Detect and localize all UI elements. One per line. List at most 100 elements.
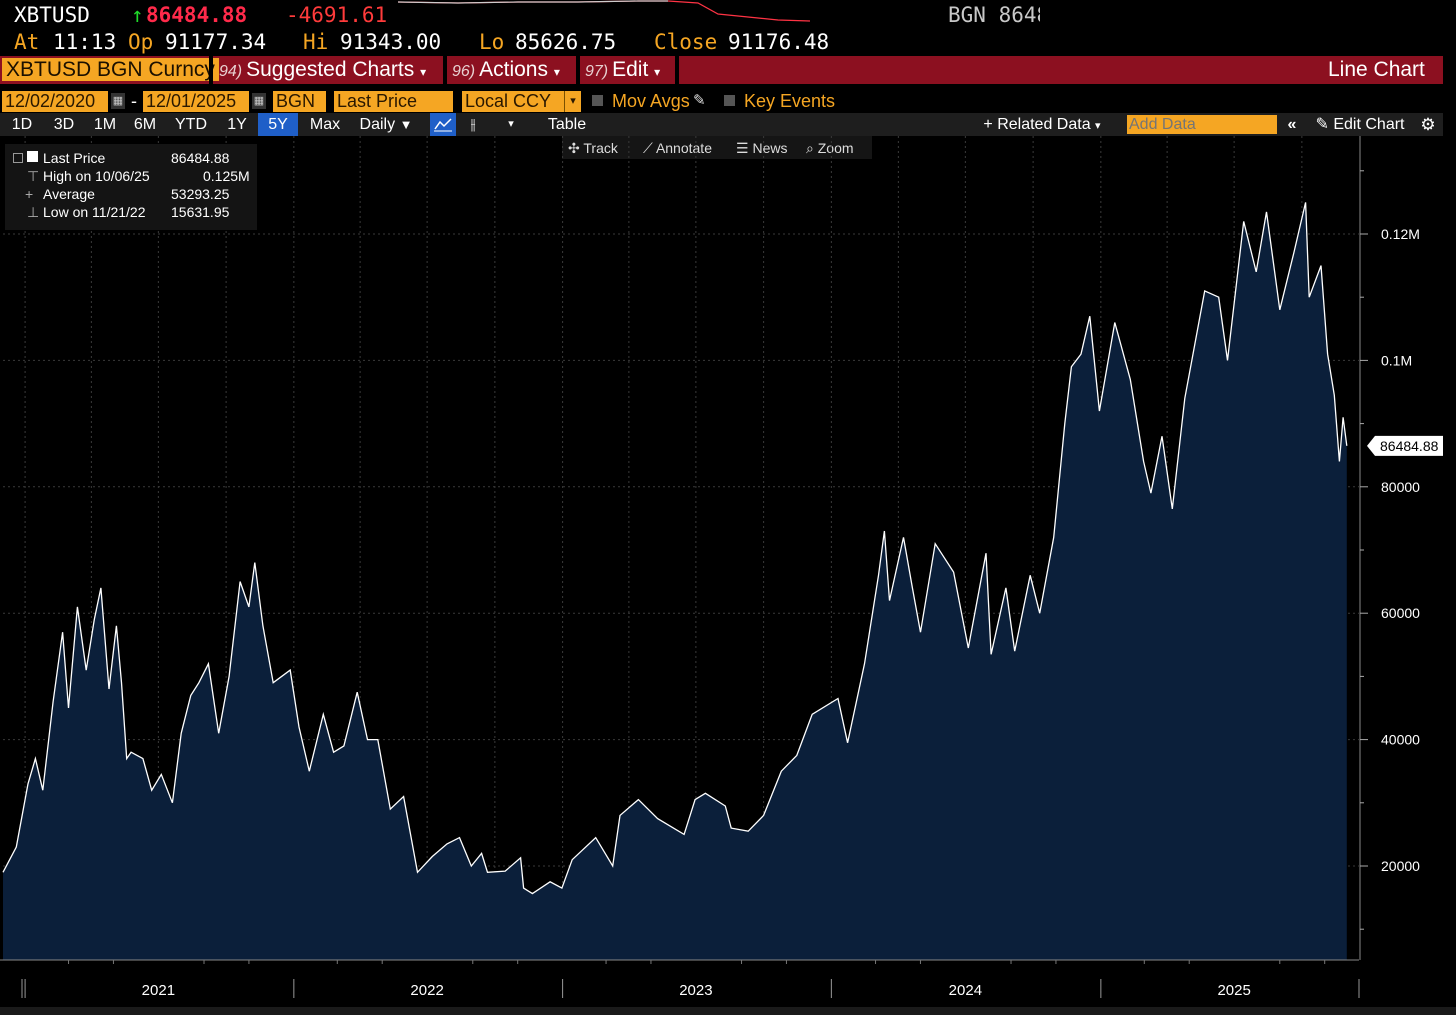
high-marker-icon: ⊤ bbox=[27, 168, 40, 184]
price-area-fill bbox=[3, 202, 1347, 960]
actions-menu[interactable]: 96) Actions ▾ bbox=[452, 56, 560, 84]
calendar-icon[interactable]: ▦ bbox=[111, 93, 125, 109]
menu-divider bbox=[443, 56, 447, 84]
x-tick-label: 2023 bbox=[679, 982, 712, 999]
dropdown-caret-icon: ▾ bbox=[553, 65, 560, 79]
last-price: 86484.88 bbox=[146, 3, 248, 27]
y-tick-label: 40000 bbox=[1381, 732, 1420, 748]
y-tick-label: 60000 bbox=[1381, 605, 1420, 621]
menu-divider bbox=[675, 56, 679, 84]
y-tick-label: 20000 bbox=[1381, 858, 1420, 874]
period-tab-max[interactable]: Max bbox=[309, 116, 341, 133]
menu-divider bbox=[209, 56, 213, 84]
table-button[interactable]: Table bbox=[547, 116, 587, 133]
edit-chart-label: Edit Chart bbox=[1333, 116, 1405, 133]
frequency-selector[interactable]: Daily ▼ bbox=[350, 113, 422, 136]
legend-low-value: 15631.95 bbox=[171, 204, 230, 220]
pencil-icon[interactable]: ✎ bbox=[693, 92, 706, 109]
period-tab-3d[interactable]: 3D bbox=[53, 116, 75, 133]
y-tick-label: 80000 bbox=[1381, 479, 1420, 495]
high-value: 91343.00 bbox=[340, 30, 442, 54]
menu-label: Suggested Charts bbox=[246, 58, 415, 81]
legend-low-label: Low on 11/21/22 bbox=[43, 204, 146, 220]
x-tick-label: 2021 bbox=[142, 982, 175, 999]
crosshair-icon: ✣ bbox=[568, 140, 580, 156]
key-events-checkbox[interactable] bbox=[724, 95, 735, 106]
x-axis: 2021 2022 2023 2024 2025 bbox=[0, 959, 1360, 999]
price-chart[interactable]: 20000 40000 60000 80000 0.1M 0.12M 2021 2022 20… bbox=[0, 136, 1456, 1015]
frequency-label: Daily bbox=[359, 116, 396, 133]
dropdown-caret-icon: ▾ bbox=[1095, 120, 1101, 132]
security-field[interactable]: XBTUSD BGN Curncy bbox=[2, 56, 219, 84]
calendar-icon[interactable]: ▦ bbox=[252, 93, 266, 109]
news-tool[interactable]: ☰ News bbox=[736, 138, 787, 158]
x-tick-label: 2024 bbox=[949, 982, 982, 999]
series-swatch bbox=[27, 151, 38, 162]
menu-number: 94) bbox=[219, 63, 243, 80]
suggested-charts-menu[interactable]: 94) Suggested Charts ▾ bbox=[219, 56, 426, 84]
date-range-dash: - bbox=[131, 91, 137, 111]
period-tab-1d[interactable]: 1D bbox=[11, 116, 33, 133]
open-label: Op bbox=[128, 30, 154, 54]
zoom-tool[interactable]: ⌕ Zoom bbox=[806, 138, 854, 158]
candlestick-icon[interactable]: ⫲ bbox=[470, 116, 476, 133]
menu-number: 96) bbox=[452, 63, 476, 80]
chart-tools-bar bbox=[562, 136, 872, 159]
collapse-toggle-icon[interactable] bbox=[13, 153, 23, 163]
period-tab-1y[interactable]: 1Y bbox=[227, 116, 247, 133]
dropdown-caret-icon[interactable]: ▾ bbox=[564, 91, 581, 112]
pencil-icon: ✎ bbox=[1315, 116, 1329, 133]
mov-avgs-label: Mov Avgs bbox=[612, 91, 690, 111]
x-tick-label: 2022 bbox=[410, 982, 443, 999]
menu-divider bbox=[576, 56, 580, 84]
dropdown-caret-icon: ▼ bbox=[399, 117, 413, 132]
related-data-button[interactable]: + Related Data ▾ bbox=[972, 113, 1112, 136]
ticker-symbol: XBTUSD bbox=[14, 3, 90, 27]
pricing-source-field[interactable]: BGN bbox=[273, 91, 326, 112]
edit-chart-button[interactable]: ✎ Edit Chart bbox=[1310, 113, 1410, 136]
last-price-tag-label: 86484.88 bbox=[1380, 438, 1439, 454]
edit-menu[interactable]: 97) Edit ▾ bbox=[585, 56, 660, 84]
period-tab-5y[interactable]: 5Y bbox=[258, 113, 298, 136]
mov-avgs-checkbox[interactable] bbox=[592, 95, 603, 106]
period-tab-6m[interactable]: 6M bbox=[133, 116, 157, 133]
low-label: Lo bbox=[479, 30, 505, 54]
last-price-tag bbox=[1367, 435, 1443, 456]
end-date-field[interactable]: 12/01/2025 bbox=[143, 91, 249, 112]
legend-high-value: 0.125M bbox=[203, 168, 250, 184]
price-line bbox=[2, 202, 1348, 895]
sparkline bbox=[398, 0, 810, 22]
chart-type-title: Line Chart bbox=[1328, 58, 1425, 81]
legend-last-price-value: 86484.88 bbox=[171, 150, 230, 166]
legend-average-label: Average bbox=[43, 186, 95, 202]
period-tab-ytd[interactable]: YTD bbox=[175, 116, 207, 133]
up-arrow-icon: ↑ bbox=[131, 3, 144, 27]
collapse-left-icon[interactable]: « bbox=[1287, 116, 1297, 133]
menu-label: Edit bbox=[612, 58, 649, 81]
net-change: -4691.61 bbox=[286, 3, 388, 27]
track-tool[interactable]: ✣ Track bbox=[568, 138, 618, 158]
annotate-icon: ⟋ bbox=[643, 140, 653, 156]
related-data-label: + Related Data bbox=[983, 116, 1091, 133]
gear-icon[interactable]: ⚙ bbox=[1420, 115, 1436, 134]
period-tab-1m[interactable]: 1M bbox=[93, 116, 117, 133]
open-value: 91177.34 bbox=[165, 30, 267, 54]
security-name: XBTUSD BGN Curncy bbox=[2, 58, 219, 81]
legend-average-value: 53293.25 bbox=[171, 186, 230, 202]
start-date-field[interactable]: 12/02/2020 bbox=[2, 91, 108, 112]
last-price-marker: 86484.88 bbox=[1367, 435, 1443, 456]
currency-selector[interactable]: Local CCY bbox=[462, 91, 564, 112]
key-events-label: Key Events bbox=[744, 91, 836, 111]
dropdown-caret-icon[interactable]: ▾ bbox=[508, 118, 514, 130]
y-tick-label: 0.1M bbox=[1381, 352, 1412, 368]
zoom-label: Zoom bbox=[817, 140, 854, 156]
at-label: At bbox=[14, 30, 40, 54]
low-value: 85626.75 bbox=[515, 30, 617, 54]
high-label: Hi bbox=[303, 30, 329, 54]
add-data-input[interactable] bbox=[1127, 115, 1277, 134]
line-chart-icon[interactable] bbox=[430, 113, 456, 136]
y-tick-label: 0.12M bbox=[1381, 226, 1420, 242]
price-field-selector[interactable]: Last Price bbox=[334, 91, 453, 112]
source-ticker-tag: BGN 8648 bbox=[948, 3, 1040, 27]
annotate-tool[interactable]: ⟋ Annotate bbox=[643, 138, 712, 158]
